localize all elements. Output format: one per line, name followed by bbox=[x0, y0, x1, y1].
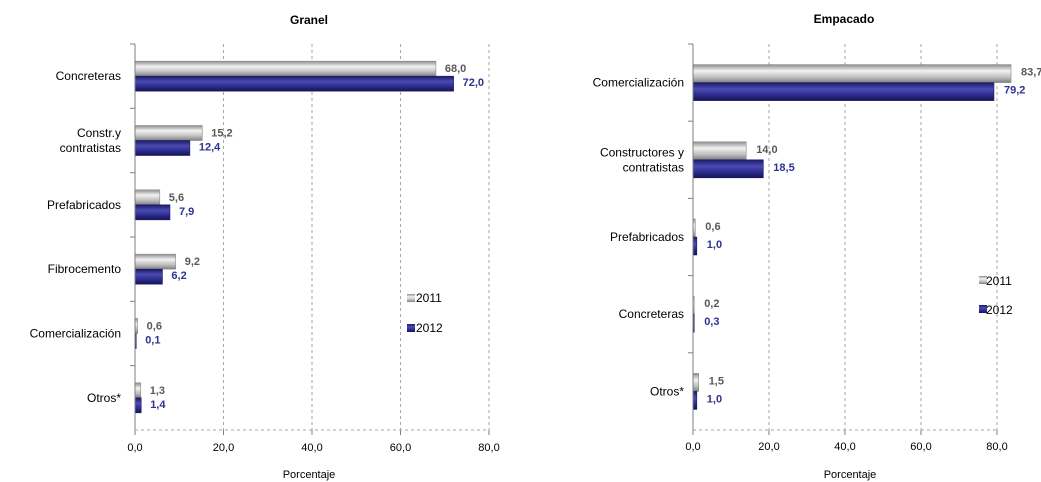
legend-swatch-2011 bbox=[407, 294, 415, 302]
x-tick-label: 40,0 bbox=[834, 441, 855, 453]
legend: 2011 2012 bbox=[407, 291, 443, 335]
legend-label-2011: 2011 bbox=[986, 274, 1012, 288]
category-label-prefabricados: Prefabricados bbox=[610, 230, 684, 244]
data-label-concreteras-2012: 72,0 bbox=[463, 77, 484, 89]
category-labels: Comercialización Constructores y contratis… bbox=[593, 76, 685, 399]
data-label-prefabricados-2012: 7,9 bbox=[179, 206, 194, 218]
bar-fibrocemento-2011 bbox=[134, 253, 177, 270]
data-label-prefabricados-2011: 0,6 bbox=[705, 221, 720, 233]
x-axis-label: Porcentaje bbox=[283, 469, 336, 481]
value-labels: 83,7 79,2 14,0 18,5 0,6 1,0 0,2 0,3 1,5 1,0 bbox=[704, 67, 1041, 406]
bar-prefabricados-2012 bbox=[134, 204, 171, 221]
data-label-constr-y-contratistas-2011: 15,2 bbox=[211, 128, 232, 140]
x-tick-label: 60,0 bbox=[910, 441, 931, 453]
category-label-otros: Otros* bbox=[650, 384, 684, 398]
data-label-comercializacion-2012: 0,1 bbox=[145, 335, 160, 347]
value-labels: 68,0 72,0 15,2 12,4 5,6 7,9 9,2 6,2 0,6 0,1 1,3 1,4 bbox=[145, 63, 484, 411]
legend-swatch-2011 bbox=[979, 276, 987, 284]
bar-otros-2012 bbox=[692, 391, 698, 410]
bar-prefabricados-2012 bbox=[692, 236, 698, 256]
bar-concreteras-2012 bbox=[134, 75, 454, 92]
data-label-prefabricados-2012: 1,0 bbox=[707, 239, 722, 251]
legend-label-2012: 2012 bbox=[986, 303, 1013, 317]
category-label-constr-y-contratistas: Constr.y contratistas bbox=[60, 126, 121, 155]
bars bbox=[134, 60, 454, 414]
legend-swatch-2012 bbox=[979, 305, 987, 313]
data-label-concreteras-2012: 0,3 bbox=[704, 316, 719, 328]
gridlines bbox=[688, 43, 998, 435]
data-label-constructores-y-contratistas-2011: 14,0 bbox=[756, 144, 777, 156]
legend-swatch-2012 bbox=[407, 324, 415, 332]
data-label-fibrocemento-2012: 6,2 bbox=[171, 270, 186, 282]
category-label-concreteras: Concreteras bbox=[619, 307, 684, 321]
x-tick-label: 80,0 bbox=[478, 442, 499, 454]
category-label-prefabricados: Prefabricados bbox=[47, 198, 121, 212]
x-tick-labels: 0,0 20,0 40,0 60,0 80,0 bbox=[127, 442, 499, 454]
legend-label-2011: 2011 bbox=[416, 291, 442, 305]
x-axis-label: Porcentaje bbox=[824, 469, 877, 481]
bar-constr-y-contratistas-2012 bbox=[134, 140, 191, 156]
x-tick-label: 40,0 bbox=[301, 442, 322, 454]
x-tick-label: 60,0 bbox=[390, 442, 411, 454]
bar-comercializacion-2011 bbox=[692, 64, 1012, 83]
x-tick-label: 80,0 bbox=[986, 441, 1007, 453]
chart-title: Granel bbox=[290, 13, 328, 27]
data-label-concreteras-2011: 68,0 bbox=[445, 63, 466, 75]
category-label-fibrocemento: Fibrocemento bbox=[48, 262, 122, 276]
bar-prefabricados-2011 bbox=[134, 189, 161, 206]
data-label-otros-2011: 1,5 bbox=[709, 375, 724, 387]
bar-otros-2011 bbox=[134, 382, 142, 399]
legend: 2011 2012 bbox=[979, 274, 1013, 317]
data-label-prefabricados-2011: 5,6 bbox=[169, 192, 184, 204]
bar-constr-y-contratistas-2011 bbox=[134, 125, 203, 141]
bars bbox=[692, 64, 1012, 410]
bar-comercializacion-2012 bbox=[692, 82, 995, 101]
bar-concreteras-2011 bbox=[134, 60, 437, 77]
bar-constructores-y-contratistas-2012 bbox=[692, 159, 764, 179]
category-label-otros: Otros* bbox=[87, 391, 121, 405]
data-label-constr-y-contratistas-2012: 12,4 bbox=[199, 142, 221, 154]
category-label-comercializacion: Comercialización bbox=[593, 76, 684, 90]
granel-chart: Granel 68,0 72,0 15,2 12,4 5,6 7,9 9,2 6,2 0,6 0,… bbox=[30, 13, 500, 481]
data-label-comercializacion-2012: 79,2 bbox=[1004, 85, 1025, 97]
data-label-comercializacion-2011: 0,6 bbox=[147, 321, 162, 333]
data-label-constructores-y-contratistas-2012: 18,5 bbox=[773, 162, 794, 174]
bar-constructores-y-contratistas-2011 bbox=[692, 141, 747, 161]
bar-fibrocemento-2012 bbox=[134, 268, 163, 285]
data-label-otros-2011: 1,3 bbox=[150, 385, 165, 397]
x-tick-label: 20,0 bbox=[758, 441, 779, 453]
category-label-constructores-y-contratistas: Constructores y contratistas bbox=[600, 145, 684, 174]
x-tick-labels: 0,0 20,0 40,0 60,0 80,0 bbox=[685, 441, 1007, 453]
empacado-chart: Empacado 83,7 79,2 14,0 18,5 0,6 1,0 0,2 0,3 1,5… bbox=[593, 12, 1041, 481]
data-label-otros-2012: 1,0 bbox=[707, 393, 722, 405]
category-labels: Concreteras Constr.y contratistas Prefabric… bbox=[30, 69, 122, 405]
data-label-concreteras-2011: 0,2 bbox=[704, 298, 719, 310]
data-label-fibrocemento-2011: 9,2 bbox=[185, 256, 200, 268]
chart-title: Empacado bbox=[814, 12, 875, 26]
gridlines bbox=[130, 43, 490, 435]
x-tick-label: 20,0 bbox=[213, 442, 234, 454]
x-tick-label: 0,0 bbox=[127, 442, 142, 454]
bar-otros-2011 bbox=[692, 373, 699, 392]
data-label-comercializacion-2011: 83,7 bbox=[1021, 67, 1041, 79]
category-label-comercializacion: Comercialización bbox=[30, 327, 121, 341]
x-tick-label: 0,0 bbox=[685, 441, 700, 453]
category-label-concreteras: Concreteras bbox=[56, 69, 121, 83]
data-label-otros-2012: 1,4 bbox=[150, 399, 166, 411]
legend-label-2012: 2012 bbox=[416, 321, 443, 335]
bar-otros-2012 bbox=[134, 397, 142, 414]
